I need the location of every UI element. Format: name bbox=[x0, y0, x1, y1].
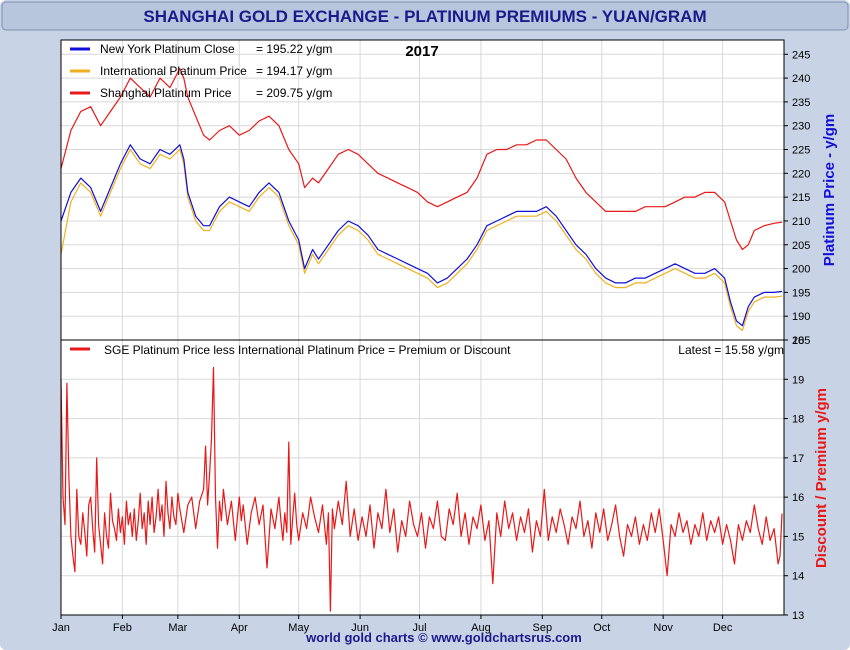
x-tick-label: Oct bbox=[593, 622, 610, 634]
premium-panel-lines bbox=[60, 366, 783, 612]
x-tick-label: Feb bbox=[113, 622, 132, 634]
y-tick-label: 210 bbox=[792, 216, 810, 228]
price-axis-ticks: 185 190 195 200 205 210 215 220 225 230 235 240 245 bbox=[784, 49, 810, 347]
y-tick-label: 220 bbox=[792, 168, 810, 180]
chart-title: SHANGHAI GOLD EXCHANGE - PLATINUM PREMIU… bbox=[143, 7, 706, 26]
series-line-premium bbox=[60, 366, 783, 612]
year-label: 2017 bbox=[405, 43, 438, 60]
y-tick-label: 195 bbox=[792, 287, 810, 299]
x-tick-label: May bbox=[288, 622, 309, 634]
y-tick-label: 215 bbox=[792, 192, 810, 204]
price-panel-lines bbox=[60, 68, 783, 332]
footer-credit: world gold charts © www.goldchartsrus.co… bbox=[305, 630, 582, 645]
y-tick-label: 15 bbox=[792, 531, 804, 543]
x-tick-label: Dec bbox=[713, 622, 733, 634]
premium-panel bbox=[61, 340, 784, 615]
y-tick-label: 240 bbox=[792, 73, 810, 85]
legend-label-premium: SGE Platinum Price less International Pl… bbox=[104, 343, 511, 357]
y-tick-label: 235 bbox=[792, 97, 810, 109]
price-legend: New York Platinum Close = 195.22 y/gm In… bbox=[70, 42, 332, 100]
y-tick-label: 205 bbox=[792, 240, 810, 252]
x-tick-label: Jan bbox=[52, 622, 70, 634]
x-tick-label: Nov bbox=[653, 622, 673, 634]
legend-value-intl: = 194.17 y/gm bbox=[256, 64, 332, 78]
price-axis-label: Platinum Price - y/gm bbox=[821, 114, 838, 267]
y-tick-label: 13 bbox=[792, 610, 804, 622]
series-line-sge bbox=[60, 68, 783, 251]
latest-premium-label: Latest = 15.58 y/gm bbox=[678, 343, 784, 357]
x-tick-label: Aug bbox=[471, 622, 491, 634]
legend-label-ny: New York Platinum Close bbox=[100, 42, 235, 56]
x-tick-label: Mar bbox=[168, 622, 187, 634]
y-tick-label: 18 bbox=[792, 414, 804, 426]
x-axis-ticks: Jan Feb Mar Apr May Jun Jul Aug Sep Oct Nov Dec bbox=[52, 615, 733, 634]
premium-axis-label: Discount / Premium y/gm bbox=[813, 388, 830, 568]
legend-value-ny: = 195.22 y/gm bbox=[256, 42, 332, 56]
price-panel bbox=[61, 40, 784, 340]
y-tick-label: 190 bbox=[792, 311, 810, 323]
x-tick-label: Jul bbox=[412, 622, 426, 634]
y-tick-label: 225 bbox=[792, 145, 810, 157]
y-tick-label: 14 bbox=[792, 571, 804, 583]
legend-label-sge: Shanghai Platinum Price bbox=[100, 86, 232, 100]
legend-value-sge: = 209.75 y/gm bbox=[256, 86, 332, 100]
y-tick-label: 230 bbox=[792, 121, 810, 133]
y-tick-label: 185 bbox=[792, 335, 810, 347]
y-tick-label: 20 bbox=[792, 335, 804, 347]
legend-label-intl: International Platinum Price bbox=[100, 64, 247, 78]
y-tick-label: 19 bbox=[792, 374, 804, 386]
x-tick-label: Apr bbox=[231, 622, 248, 634]
x-tick-label: Jun bbox=[351, 622, 369, 634]
premium-axis-ticks: 13 14 15 16 17 18 19 20 bbox=[784, 335, 804, 622]
premium-legend: SGE Platinum Price less International Pl… bbox=[70, 343, 784, 357]
y-tick-label: 17 bbox=[792, 453, 804, 465]
x-tick-label: Sep bbox=[533, 622, 553, 634]
premium-panel-border bbox=[60, 339, 785, 616]
y-tick-label: 245 bbox=[792, 49, 810, 61]
y-tick-label: 16 bbox=[792, 492, 804, 504]
series-line-ny bbox=[60, 144, 783, 327]
y-tick-label: 200 bbox=[792, 264, 810, 276]
title-bar bbox=[1, 1, 849, 31]
